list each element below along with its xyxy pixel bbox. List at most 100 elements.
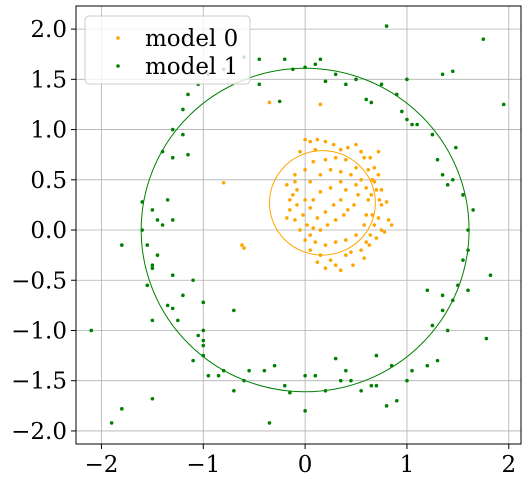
data-point xyxy=(247,368,251,373)
data-point xyxy=(257,82,262,87)
data-point xyxy=(150,266,155,270)
data-point xyxy=(344,82,348,87)
data-point xyxy=(354,142,358,147)
legend-marker xyxy=(116,36,120,40)
data-point xyxy=(372,223,377,227)
data-point xyxy=(323,157,328,162)
data-point xyxy=(461,193,465,197)
data-point xyxy=(311,226,316,230)
y-tick-label: 1.5 xyxy=(30,67,67,93)
data-point xyxy=(359,177,363,182)
data-point xyxy=(303,198,307,202)
data-point xyxy=(201,300,206,305)
series-0 xyxy=(221,100,394,273)
data-point xyxy=(155,218,160,222)
data-point xyxy=(293,218,297,222)
data-point xyxy=(165,303,170,308)
data-point xyxy=(440,72,445,77)
data-point xyxy=(242,246,246,250)
data-point xyxy=(374,236,379,240)
data-point xyxy=(206,373,211,378)
data-point xyxy=(349,250,353,254)
data-point xyxy=(400,109,404,114)
data-point xyxy=(370,213,375,217)
x-tick-label: 0 xyxy=(298,452,313,478)
data-point xyxy=(170,218,175,222)
data-point xyxy=(344,188,348,192)
grid-lines xyxy=(76,6,521,444)
data-point xyxy=(120,407,124,411)
data-point xyxy=(186,152,190,157)
data-point xyxy=(362,223,366,227)
x-tick-label: −1 xyxy=(186,452,220,478)
data-point xyxy=(484,336,489,341)
data-point xyxy=(374,383,379,388)
x-tick-label: 1 xyxy=(400,452,415,478)
data-point xyxy=(318,57,323,62)
data-point xyxy=(435,157,440,162)
data-point xyxy=(379,228,384,232)
data-point xyxy=(344,238,348,242)
data-point xyxy=(440,308,445,313)
data-point xyxy=(368,233,373,237)
data-point xyxy=(333,240,338,244)
y-tick-label: 0.0 xyxy=(30,218,67,244)
data-point xyxy=(384,200,389,204)
y-tick-label: −2.0 xyxy=(11,419,67,445)
data-point xyxy=(374,188,379,192)
data-point xyxy=(150,396,155,401)
data-point xyxy=(288,390,292,395)
data-point xyxy=(389,223,394,227)
data-point xyxy=(366,167,371,172)
data-point xyxy=(481,37,486,41)
data-point xyxy=(196,333,200,338)
x-tick-label: 2 xyxy=(501,452,516,478)
data-point xyxy=(186,92,190,97)
data-point xyxy=(379,203,384,207)
data-point xyxy=(170,273,175,278)
data-point xyxy=(155,253,160,257)
data-point xyxy=(323,79,328,84)
data-point xyxy=(364,186,369,190)
data-point xyxy=(181,132,185,137)
data-point xyxy=(501,102,506,107)
data-point xyxy=(257,57,262,62)
data-point xyxy=(354,165,358,170)
plot-frame xyxy=(75,5,522,445)
data-point xyxy=(288,198,292,202)
data-point xyxy=(305,223,309,227)
data-point xyxy=(372,180,377,184)
data-point xyxy=(488,273,493,278)
data-point xyxy=(366,198,371,202)
data-point xyxy=(313,373,318,378)
data-point xyxy=(367,243,372,247)
data-point xyxy=(466,288,470,293)
data-point xyxy=(328,258,333,262)
data-point xyxy=(440,293,445,298)
data-point xyxy=(338,169,343,174)
y-tick-label: 1.0 xyxy=(30,118,67,144)
data-point xyxy=(308,180,313,184)
data-point xyxy=(89,328,94,333)
data-point xyxy=(181,107,185,112)
data-point xyxy=(328,186,333,190)
data-point xyxy=(160,223,165,227)
data-point xyxy=(374,353,379,358)
data-point xyxy=(450,69,455,74)
data-point xyxy=(170,306,175,311)
data-point xyxy=(221,181,226,185)
data-point xyxy=(120,243,124,247)
data-point xyxy=(323,139,328,144)
data-point xyxy=(303,137,307,142)
data-point xyxy=(354,183,358,187)
data-point xyxy=(333,155,338,160)
data-point xyxy=(346,145,350,150)
data-point xyxy=(445,328,450,333)
data-point xyxy=(308,233,313,237)
legend-label: model 0 xyxy=(145,26,238,52)
data-point xyxy=(351,263,355,267)
data-point xyxy=(359,149,363,154)
data-point xyxy=(323,243,328,247)
